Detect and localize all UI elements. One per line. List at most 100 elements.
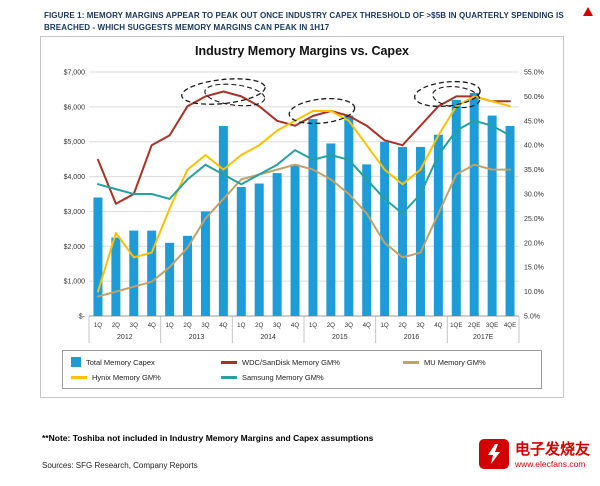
- svg-text:50.0%: 50.0%: [524, 94, 544, 101]
- svg-text:40.0%: 40.0%: [524, 143, 544, 150]
- svg-text:3Q: 3Q: [345, 322, 353, 329]
- capex-bar: [93, 197, 103, 316]
- right-axis-labels: 5.0% 10.0% 15.0% 20.0% 25.0% 30.0% 35.0% 40.0% 4…: [524, 70, 544, 321]
- svg-text:3Q: 3Q: [130, 322, 138, 329]
- left-axis-labels: $- $1,000 $2,000 $3,000 $4,000 $5,000 $6,000 $7…: [64, 70, 86, 321]
- svg-text:4Q: 4Q: [219, 322, 227, 329]
- legend-label: MU Memory GM%: [424, 357, 486, 367]
- capex-bar: [111, 237, 121, 316]
- svg-text:1Q: 1Q: [380, 322, 388, 329]
- svg-text:$7,000: $7,000: [64, 70, 86, 77]
- svg-text:2017E: 2017E: [473, 334, 494, 341]
- capex-bar: [200, 211, 210, 316]
- legend-line-swatch: [71, 376, 87, 379]
- svg-text:$4,000: $4,000: [64, 174, 86, 181]
- gm-lines: [97, 90, 511, 298]
- elecfans-logo-icon: [478, 438, 509, 469]
- legend-line-swatch: [221, 360, 237, 364]
- svg-text:5.0%: 5.0%: [524, 314, 540, 321]
- capex-bar: [362, 164, 372, 316]
- watermark: 电子发烧友 www.elecfans.com: [478, 438, 590, 469]
- capex-bar: [469, 92, 479, 316]
- svg-text:35.0%: 35.0%: [524, 167, 544, 174]
- year-separators: [88, 316, 520, 343]
- legend-bar-swatch: [71, 357, 81, 367]
- svg-text:2Q: 2Q: [112, 322, 120, 329]
- gridlines: [89, 71, 519, 317]
- capex-bar: [236, 187, 246, 316]
- legend-item: MU Memory GM%: [403, 358, 521, 367]
- svg-text:2Q: 2Q: [183, 322, 191, 329]
- legend-line-swatch: [221, 376, 237, 379]
- svg-text:10.0%: 10.0%: [524, 289, 544, 296]
- svg-text:$3,000: $3,000: [64, 209, 86, 216]
- capex-bar: [218, 126, 228, 317]
- svg-text:25.0%: 25.0%: [524, 216, 544, 223]
- svg-text:2012: 2012: [117, 334, 133, 341]
- watermark-text: 电子发烧友 www.elecfans.com: [515, 438, 590, 469]
- svg-text:1QE: 1QE: [450, 322, 462, 329]
- capex-bar: [505, 126, 515, 317]
- legend: Total Memory Capex WDC/SanDisk Memory GM%…: [62, 350, 542, 389]
- svg-text:3Q: 3Q: [201, 322, 209, 329]
- legend-item: Total Memory Capex: [71, 357, 221, 367]
- capex-bar: [129, 230, 139, 316]
- dashed-ellipse-annotation: [204, 83, 266, 107]
- svg-text:15.0%: 15.0%: [524, 265, 544, 272]
- svg-text:3QE: 3QE: [486, 322, 498, 329]
- svg-text:1Q: 1Q: [165, 322, 173, 329]
- plot-area: $- $1,000 $2,000 $3,000 $4,000 $5,000 $6,000 $7…: [64, 70, 544, 343]
- capex-bars: [93, 92, 515, 317]
- legend-label: Samsung Memory GM%: [242, 373, 324, 382]
- svg-text:20.0%: 20.0%: [524, 240, 544, 247]
- svg-text:2QE: 2QE: [468, 322, 480, 329]
- svg-text:45.0%: 45.0%: [524, 118, 544, 125]
- svg-text:$6,000: $6,000: [64, 104, 86, 111]
- legend-label: Hynix Memory GM%: [92, 373, 161, 382]
- svg-text:2015: 2015: [332, 334, 348, 341]
- dashed-ellipse-annotation: [288, 97, 356, 125]
- svg-text:$-: $-: [79, 314, 86, 321]
- capex-bar: [165, 242, 175, 316]
- legend-label: WDC/SanDisk Memory GM%: [242, 357, 340, 367]
- svg-text:1Q: 1Q: [94, 322, 102, 329]
- watermark-site-name: 电子发烧友: [514, 440, 590, 458]
- legend-label: Total Memory Capex: [86, 357, 155, 367]
- watermark-url: www.elecfans.com: [514, 459, 586, 469]
- capex-bar: [398, 146, 408, 316]
- legend-item: Hynix Memory GM%: [71, 373, 221, 382]
- chart-title: Industry Memory Margins vs. Capex: [195, 44, 409, 58]
- svg-text:2Q: 2Q: [327, 322, 335, 329]
- note: **Note: Toshiba not included in Industry…: [42, 433, 374, 443]
- capex-bar: [451, 99, 461, 316]
- svg-text:4Q: 4Q: [148, 322, 156, 329]
- legend-item: Samsung Memory GM%: [221, 373, 403, 382]
- gm-line: [97, 163, 511, 298]
- svg-text:55.0%: 55.0%: [524, 70, 544, 77]
- svg-text:2Q: 2Q: [398, 322, 406, 329]
- figure-caption: FIGURE 1: MEMORY MARGINS APPEAR TO PEAK …: [44, 11, 564, 32]
- svg-text:30.0%: 30.0%: [524, 192, 544, 199]
- legend-line-swatch: [403, 360, 419, 364]
- svg-text:1Q: 1Q: [309, 322, 317, 329]
- gm-line: [97, 90, 511, 205]
- capex-bar: [344, 115, 354, 316]
- dashed-ellipse-annotation: [413, 80, 481, 108]
- svg-text:4Q: 4Q: [291, 322, 299, 329]
- x-axis-quarter-labels: 1Q 2Q 3Q 4Q 1Q 2Q 3Q 4Q 1Q 2Q 3Q 4Q 1Q 2Q 3Q 4Q 1Q 2Q 3Q 4Q…: [94, 322, 516, 329]
- capex-bar: [290, 164, 300, 316]
- dashed-ellipse-annotation: [432, 85, 481, 109]
- legend-item: WDC/SanDisk Memory GM%: [221, 358, 403, 367]
- svg-text:$2,000: $2,000: [64, 244, 86, 251]
- gm-line: [97, 95, 511, 293]
- peak-annotations: [181, 78, 481, 125]
- capex-bar: [272, 173, 282, 316]
- capex-bar: [433, 134, 443, 316]
- x-axis-year-labels: 2012 2013 2014 2015 2016 2017E: [117, 334, 494, 341]
- capex-bar: [487, 115, 497, 316]
- capex-bar: [308, 119, 318, 316]
- corner-arrow-icon: [583, 7, 593, 16]
- sources: Sources: SFG Research, Company Reports: [42, 461, 198, 470]
- svg-text:3Q: 3Q: [416, 322, 424, 329]
